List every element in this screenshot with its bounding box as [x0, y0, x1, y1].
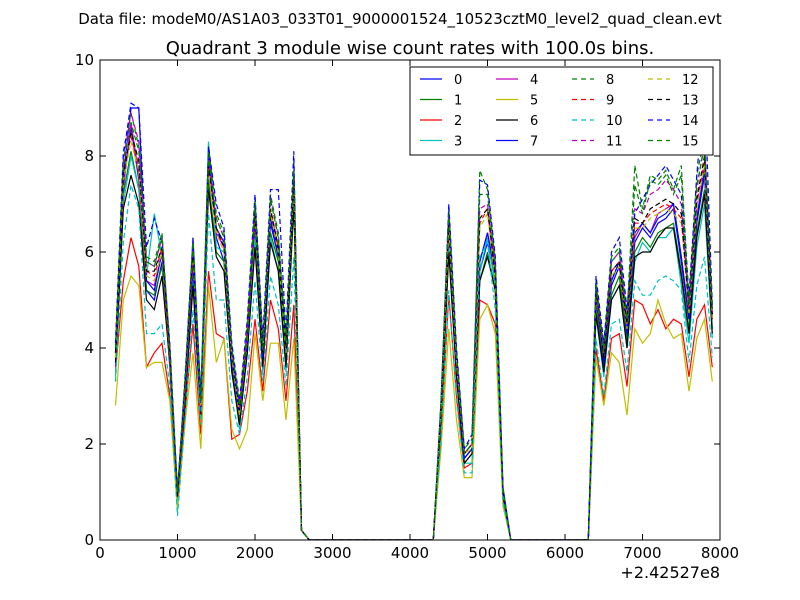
- legend-label-4: 4: [530, 73, 538, 88]
- series-line-7: [114, 107, 713, 540]
- y-tick-label: 8: [84, 147, 94, 165]
- legend-label-8: 8: [606, 73, 614, 88]
- legend-label-9: 9: [606, 94, 614, 109]
- x-tick-label: 8000: [701, 544, 739, 562]
- x-tick-label: 4000: [391, 544, 429, 562]
- x-tick-label: 1000: [158, 544, 196, 562]
- series-line-15: [114, 122, 713, 540]
- y-tick-label: 10: [75, 51, 94, 69]
- legend-label-7: 7: [530, 135, 538, 150]
- legend-label-5: 5: [530, 94, 538, 109]
- series-line-10: [114, 184, 713, 540]
- x-tick-label: 5000: [468, 544, 506, 562]
- y-tick-label: 4: [84, 339, 94, 357]
- series-layer: [114, 83, 713, 540]
- legend-label-11: 11: [606, 135, 623, 150]
- legend-label-10: 10: [606, 114, 623, 129]
- chart-title: Quadrant 3 module wise count rates with …: [166, 38, 655, 59]
- legend-label-15: 15: [682, 135, 699, 150]
- legend-label-1: 1: [454, 94, 462, 109]
- x-tick-label: 7000: [623, 544, 661, 562]
- legend-label-2: 2: [454, 114, 462, 129]
- y-tick-label: 6: [84, 243, 94, 261]
- legend-box: [409, 66, 714, 156]
- x-tick-label: 3000: [313, 544, 351, 562]
- series-line-8: [114, 112, 713, 540]
- y-tick-label: 2: [84, 435, 94, 453]
- legend-label-0: 0: [454, 73, 462, 88]
- y-tick-label: 0: [84, 531, 94, 549]
- legend-label-3: 3: [454, 135, 462, 150]
- legend-label-14: 14: [682, 114, 699, 129]
- x-tick-label: 0: [95, 544, 105, 562]
- legend-label-12: 12: [682, 73, 699, 88]
- series-line-11: [114, 112, 713, 540]
- legend-label-6: 6: [530, 114, 538, 129]
- legend-label-13: 13: [682, 94, 699, 109]
- x-tick-label: 2000: [236, 544, 274, 562]
- suptitle: Data file: modeM0/AS1A03_033T01_90000015…: [78, 10, 722, 29]
- series-line-6: [114, 175, 713, 540]
- x-tick-label: 6000: [546, 544, 584, 562]
- series-line-4: [114, 122, 713, 540]
- x-offset-label: +2.42527e8: [620, 563, 720, 582]
